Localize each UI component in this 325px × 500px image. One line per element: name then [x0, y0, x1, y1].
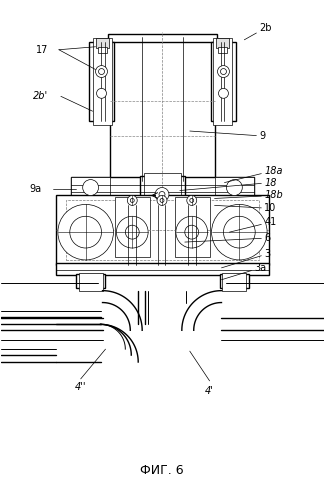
Bar — [217, 47, 227, 52]
Text: 4'': 4'' — [75, 382, 86, 392]
Bar — [66, 200, 259, 260]
Text: 18b: 18b — [214, 190, 283, 200]
Circle shape — [96, 66, 108, 78]
Bar — [56, 263, 269, 275]
Bar — [71, 176, 254, 199]
Text: 17: 17 — [36, 44, 48, 54]
Bar — [175, 198, 210, 257]
Circle shape — [217, 66, 229, 78]
Circle shape — [159, 192, 165, 198]
Text: 2b': 2b' — [33, 92, 48, 102]
Bar — [214, 176, 254, 199]
Text: 18: 18 — [180, 178, 277, 190]
Text: 3a: 3a — [222, 263, 266, 280]
Circle shape — [125, 225, 139, 239]
Circle shape — [185, 225, 199, 239]
Text: 18a: 18a — [225, 166, 283, 182]
Circle shape — [155, 188, 169, 202]
Bar — [211, 42, 236, 121]
Bar — [219, 274, 249, 287]
Bar — [140, 176, 185, 210]
Circle shape — [58, 204, 113, 260]
Bar — [79, 273, 102, 290]
Circle shape — [224, 216, 255, 248]
Bar — [215, 38, 229, 48]
Bar — [109, 34, 216, 42]
Bar — [71, 176, 110, 199]
Circle shape — [116, 216, 148, 248]
Circle shape — [127, 196, 137, 205]
Text: 3: 3 — [222, 249, 270, 268]
Circle shape — [218, 88, 228, 99]
Text: ФИГ. 6: ФИГ. 6 — [140, 464, 184, 476]
Circle shape — [176, 216, 208, 248]
Circle shape — [227, 180, 242, 196]
Text: 4': 4' — [205, 386, 214, 396]
Bar — [98, 47, 108, 52]
Text: 9: 9 — [190, 131, 265, 141]
Text: 9a: 9a — [29, 184, 41, 194]
Circle shape — [187, 196, 197, 205]
Bar — [111, 37, 214, 180]
Bar — [89, 42, 114, 121]
Circle shape — [212, 204, 267, 260]
Bar — [76, 274, 106, 287]
Circle shape — [220, 68, 227, 74]
Bar — [56, 196, 269, 265]
Circle shape — [157, 196, 167, 205]
Circle shape — [98, 68, 105, 74]
Circle shape — [160, 198, 164, 202]
Bar — [223, 273, 246, 290]
Bar — [96, 38, 110, 48]
Text: 2b: 2b — [244, 23, 272, 40]
Text: 6: 6 — [185, 233, 270, 243]
Bar — [144, 172, 181, 214]
Circle shape — [83, 180, 98, 196]
Circle shape — [97, 88, 107, 99]
Text: 10: 10 — [214, 204, 276, 214]
Circle shape — [70, 216, 101, 248]
Circle shape — [130, 198, 134, 202]
Bar — [213, 38, 232, 125]
Text: 41: 41 — [229, 217, 276, 232]
Bar — [93, 38, 112, 125]
Circle shape — [190, 198, 194, 202]
Bar — [115, 198, 150, 257]
